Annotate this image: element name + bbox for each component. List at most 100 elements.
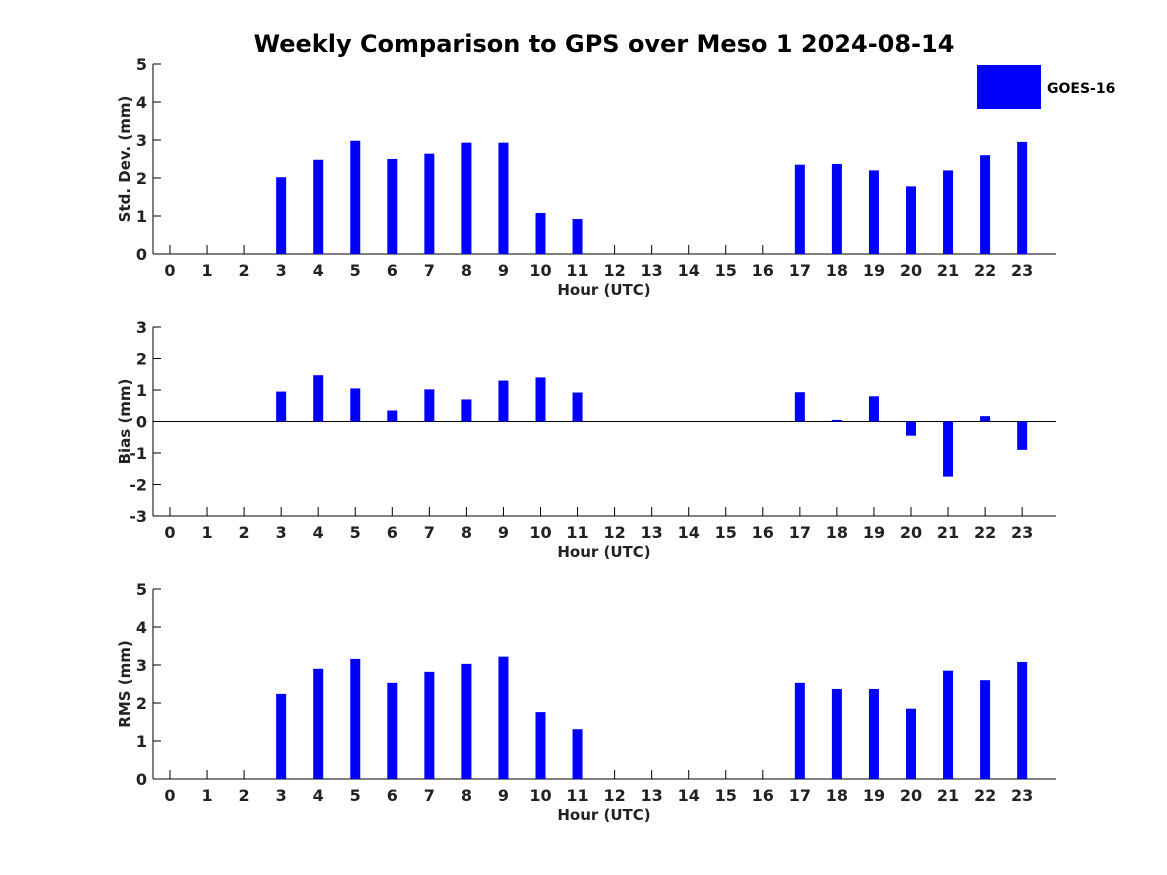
bar-bias-hour-22 xyxy=(980,416,991,422)
y-axis-label: Bias (mm) xyxy=(116,379,134,465)
x-tick-label: 18 xyxy=(826,261,848,280)
y-tick-label: 3 xyxy=(136,656,147,675)
bar-stddev-hour-11 xyxy=(572,219,583,254)
bar-rms-hour-23 xyxy=(1017,661,1028,779)
x-tick-label: 6 xyxy=(387,261,398,280)
x-tick-label: 17 xyxy=(789,786,811,805)
x-tick-label: 19 xyxy=(863,786,885,805)
x-tick-label: 14 xyxy=(678,786,700,805)
bar-bias-hour-9 xyxy=(498,380,509,422)
x-tick-label: 7 xyxy=(424,523,435,542)
x-tick-label: 6 xyxy=(387,786,398,805)
x-tick-label: 8 xyxy=(461,261,472,280)
y-tick-label: 0 xyxy=(136,770,147,789)
bar-bias-hour-20 xyxy=(906,421,916,436)
bar-stddev-hour-21 xyxy=(943,170,954,254)
x-tick-label: 15 xyxy=(715,523,737,542)
x-tick-label: 4 xyxy=(313,261,324,280)
x-tick-label: 19 xyxy=(863,261,885,280)
legend-swatch xyxy=(977,65,1041,109)
y-tick-label: 5 xyxy=(136,580,147,599)
y-tick-label: 0 xyxy=(136,245,147,264)
bar-rms-hour-6 xyxy=(387,682,398,779)
x-tick-label: 17 xyxy=(789,261,811,280)
y-tick-label: -2 xyxy=(129,476,147,495)
y-tick-label: 1 xyxy=(136,732,147,751)
bar-stddev-hour-19 xyxy=(868,170,879,254)
x-tick-label: 14 xyxy=(678,523,700,542)
x-tick-label: 18 xyxy=(826,786,848,805)
y-axis-label: RMS (mm) xyxy=(116,640,134,727)
bar-bias-hour-6 xyxy=(387,410,398,422)
bar-rms-hour-20 xyxy=(906,708,916,779)
x-tick-label: 13 xyxy=(641,261,663,280)
x-tick-label: 23 xyxy=(1011,786,1033,805)
chart-title: Weekly Comparison to GPS over Meso 1 202… xyxy=(254,30,955,58)
x-tick-label: 10 xyxy=(529,786,551,805)
y-tick-label: 1 xyxy=(136,207,147,226)
x-tick-label: 8 xyxy=(461,523,472,542)
x-axis-label: Hour (UTC) xyxy=(557,281,650,299)
x-tick-label: 13 xyxy=(641,786,663,805)
x-tick-label: 5 xyxy=(350,261,361,280)
bar-bias-hour-11 xyxy=(572,392,583,422)
y-tick-label: 3 xyxy=(136,318,147,337)
bar-rms-hour-4 xyxy=(313,668,324,779)
x-tick-label: 5 xyxy=(350,786,361,805)
x-tick-label: 21 xyxy=(937,786,959,805)
y-tick-label: 3 xyxy=(136,131,147,150)
x-tick-label: 8 xyxy=(461,786,472,805)
x-tick-label: 0 xyxy=(164,786,175,805)
x-tick-label: 3 xyxy=(276,786,287,805)
bar-stddev-hour-5 xyxy=(350,140,361,254)
x-tick-label: 20 xyxy=(900,523,922,542)
bar-bias-hour-19 xyxy=(868,396,879,422)
x-tick-label: 7 xyxy=(424,261,435,280)
bar-stddev-hour-3 xyxy=(276,177,287,254)
y-tick-label: 1 xyxy=(136,381,147,400)
x-tick-label: 11 xyxy=(566,261,588,280)
bar-stddev-hour-4 xyxy=(313,159,324,254)
x-tick-label: 23 xyxy=(1011,261,1033,280)
bar-rms-hour-11 xyxy=(572,729,583,779)
bar-bias-hour-8 xyxy=(461,399,472,422)
bar-rms-hour-10 xyxy=(535,712,546,779)
y-tick-label: 0 xyxy=(136,413,147,432)
bar-rms-hour-17 xyxy=(794,682,805,779)
bar-bias-hour-3 xyxy=(276,391,287,422)
x-tick-label: 12 xyxy=(603,786,625,805)
x-tick-label: 3 xyxy=(276,523,287,542)
bar-stddev-hour-22 xyxy=(980,155,991,254)
x-tick-label: 18 xyxy=(826,523,848,542)
bar-rms-hour-5 xyxy=(350,658,361,779)
x-axis-label: Hour (UTC) xyxy=(557,543,650,561)
x-tick-label: 21 xyxy=(937,523,959,542)
bar-stddev-hour-9 xyxy=(498,142,509,254)
x-tick-label: 1 xyxy=(201,523,212,542)
x-tick-label: 16 xyxy=(752,786,774,805)
x-tick-label: 0 xyxy=(164,261,175,280)
x-tick-label: 9 xyxy=(498,523,509,542)
x-tick-label: 10 xyxy=(529,523,551,542)
x-tick-label: 4 xyxy=(313,786,324,805)
y-axis-label: Std. Dev. (mm) xyxy=(116,96,134,223)
x-tick-label: 2 xyxy=(239,261,250,280)
x-tick-label: 15 xyxy=(715,261,737,280)
bar-stddev-hour-8 xyxy=(461,142,472,254)
bar-rms-hour-8 xyxy=(461,663,472,779)
x-tick-label: 2 xyxy=(239,523,250,542)
x-tick-label: 0 xyxy=(164,523,175,542)
x-tick-label: 4 xyxy=(313,523,324,542)
bar-rms-hour-18 xyxy=(831,688,842,779)
y-tick-label: -3 xyxy=(129,507,147,526)
x-tick-label: 23 xyxy=(1011,523,1033,542)
x-axis-label: Hour (UTC) xyxy=(557,806,650,824)
y-tick-label: 4 xyxy=(136,93,147,112)
y-tick-label: 2 xyxy=(136,350,147,369)
x-tick-label: 11 xyxy=(566,786,588,805)
bar-rms-hour-9 xyxy=(498,656,509,779)
x-tick-label: 20 xyxy=(900,786,922,805)
bar-bias-hour-5 xyxy=(350,388,361,422)
